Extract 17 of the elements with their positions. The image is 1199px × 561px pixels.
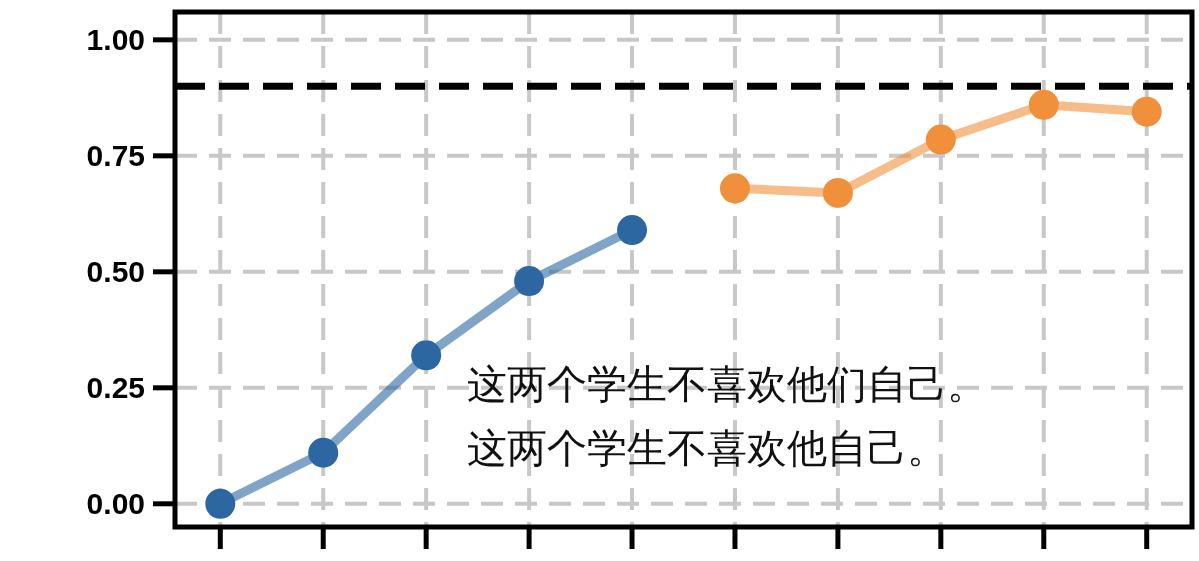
annotation: 这两个学生不喜欢他自己。 (467, 426, 947, 470)
point (308, 437, 339, 468)
point (514, 266, 545, 297)
y-tick-label: 0.25 (86, 371, 145, 405)
point (719, 173, 750, 204)
point (205, 488, 236, 519)
point (925, 124, 956, 155)
point (617, 215, 648, 246)
annotation: 这两个学生不喜欢他们自己。 (467, 362, 987, 406)
y-tick-label: 0.75 (86, 139, 145, 173)
y-tick-label: 0.00 (86, 487, 145, 521)
point (1028, 89, 1059, 120)
y-tick-label: 0.50 (86, 255, 145, 289)
point (1131, 96, 1162, 127)
point (411, 340, 442, 371)
point (822, 177, 853, 208)
y-tick-label: 1.00 (86, 23, 145, 57)
